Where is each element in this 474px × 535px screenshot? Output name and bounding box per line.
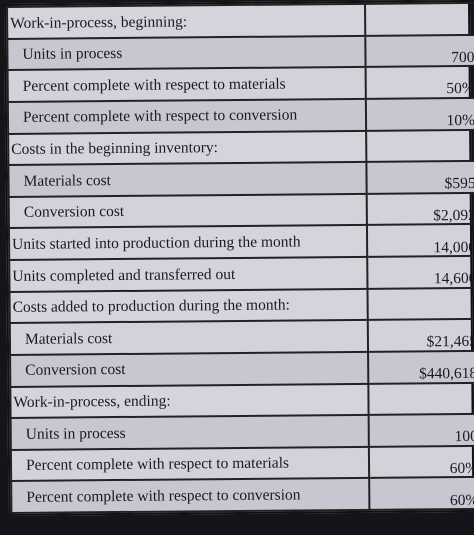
row-label-cell: Percent complete with respect to convers… (7, 98, 367, 134)
row-value: $440,618 (368, 350, 474, 384)
row-label: Costs added to production during the mon… (12, 296, 290, 317)
row-label-cell: Percent complete with respect to convers… (11, 478, 370, 513)
table-row: Costs added to production during the mon… (9, 287, 474, 324)
row-value: 10% (365, 97, 474, 131)
row-label-cell: Units completed and transferred out (9, 256, 368, 292)
row-label: Work-in-process, beginning: (10, 12, 188, 32)
table-row: Units in process 700 (7, 34, 474, 71)
row-value (365, 2, 474, 36)
table-row: Conversion cost $440,618 (10, 350, 474, 387)
row-value (367, 287, 474, 321)
row-value: $595 (366, 161, 474, 194)
row-label-cell: Conversion cost (10, 351, 369, 387)
row-label-cell: Percent complete with respect to materia… (7, 67, 366, 102)
row-label-cell: Work-in-process, ending: (10, 383, 369, 419)
table-row: Percent complete with respect to materia… (7, 66, 474, 102)
row-label-cell: Costs added to production during the mon… (9, 288, 368, 324)
row-label-cell: Costs in the beginning inventory: (8, 130, 367, 166)
row-label: Conversion cost (25, 361, 126, 380)
table-row: Percent complete with respect to convers… (7, 97, 474, 134)
row-label-cell: Units in process (7, 35, 366, 71)
row-label: Percent complete with respect to materia… (22, 75, 286, 95)
row-label-cell: Work-in-process, beginning: (7, 3, 366, 39)
row-value (366, 129, 474, 162)
row-label: Units started into production during the… (12, 233, 301, 253)
row-label: Units in process (25, 424, 126, 443)
data-sheet: Work-in-process, beginning: Units in proc… (4, 0, 474, 516)
table-row: Units started into production during the… (8, 224, 474, 260)
table-row: Percent complete with respect to convers… (11, 477, 474, 513)
row-value: 14,000 (366, 224, 474, 257)
row-value (368, 382, 474, 415)
table-row: Materials cost $595 (8, 161, 474, 197)
row-label: Conversion cost (23, 203, 125, 222)
row-label-cell: Materials cost (9, 320, 369, 355)
row-label: Percent complete with respect to convers… (26, 486, 301, 506)
row-label-cell: Materials cost (8, 161, 367, 197)
row-value: $2,093 (366, 192, 474, 226)
table-row: Percent complete with respect to materia… (10, 445, 474, 482)
table-body: Work-in-process, beginning: Units in proc… (7, 2, 474, 513)
process-costing-table: Work-in-process, beginning: Units in proc… (6, 2, 474, 514)
row-label: Work-in-process, ending: (13, 392, 171, 411)
table-row: Conversion cost $2,093 (8, 192, 474, 229)
row-label: Percent complete with respect to materia… (25, 454, 290, 475)
row-value: 60% (368, 445, 474, 479)
row-label: Materials cost (24, 329, 113, 348)
table-row: Work-in-process, beginning: (7, 2, 474, 39)
row-value: 700 (365, 34, 474, 68)
row-label-cell: Units started into production during the… (8, 225, 368, 260)
row-label-cell: Percent complete with respect to materia… (10, 446, 370, 482)
row-label: Percent complete with respect to convers… (22, 106, 298, 127)
row-label: Materials cost (23, 171, 112, 190)
table-row: Work-in-process, ending: (10, 382, 474, 419)
row-value: 50% (365, 66, 474, 99)
row-label: Units in process (22, 45, 123, 64)
row-label: Costs in the beginning inventory: (11, 139, 218, 159)
row-value: 60% (369, 477, 474, 510)
row-value: $21,465 (367, 319, 474, 352)
row-label: Units completed and transferred out (12, 265, 236, 285)
row-value: 100 (368, 413, 474, 447)
table-row: Units in process 100 (10, 413, 474, 450)
row-label-cell: Units in process (10, 414, 369, 450)
row-value: 14,600 (367, 255, 474, 289)
row-label-cell: Conversion cost (8, 193, 367, 229)
table-row: Units completed and transferred out 14,60… (9, 255, 474, 292)
table-row: Costs in the beginning inventory: (8, 129, 474, 166)
table-row: Materials cost $21,465 (9, 319, 474, 355)
